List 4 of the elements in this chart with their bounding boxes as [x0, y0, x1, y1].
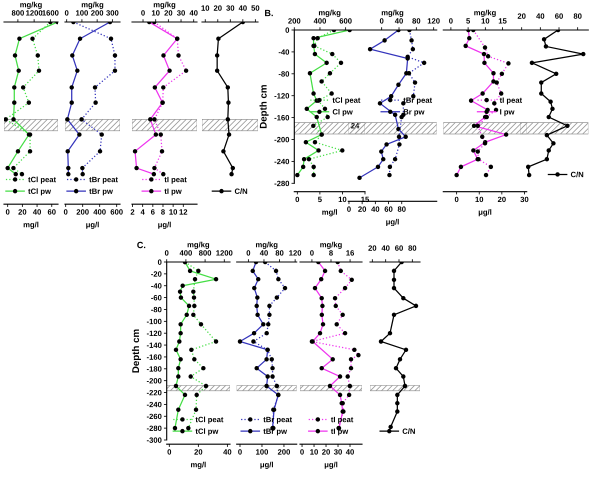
chart-title: C.: [137, 242, 146, 248]
y-axis-title: Depth cm: [132, 329, 141, 372]
y-axis-title: Depth cm: [260, 85, 269, 128]
chart-title: B.: [265, 10, 273, 16]
